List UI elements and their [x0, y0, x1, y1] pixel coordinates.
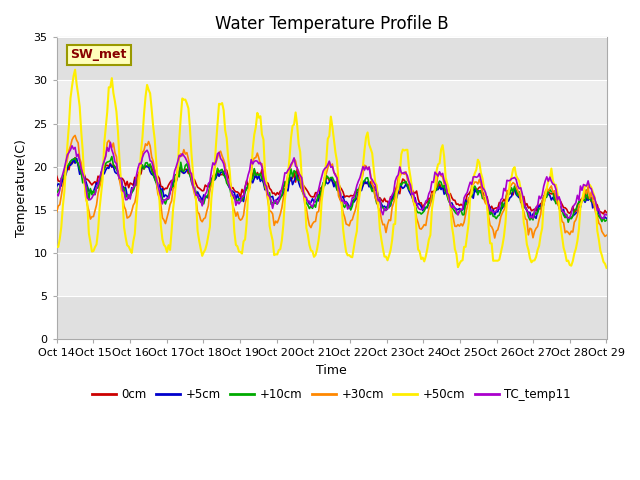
+5cm	[575, 204, 583, 209]
+50cm	[53, 244, 61, 250]
0cm	[573, 202, 581, 207]
X-axis label: Time: Time	[316, 363, 347, 377]
+30cm	[603, 232, 611, 238]
+5cm	[122, 185, 129, 191]
+5cm	[73, 156, 81, 161]
+50cm	[295, 141, 303, 147]
TC_temp11	[106, 140, 114, 145]
+30cm	[53, 209, 61, 215]
+10cm	[564, 219, 572, 225]
0cm	[603, 210, 611, 216]
Bar	[57, 81, 607, 123]
+5cm	[218, 169, 226, 175]
Line: 0cm: 0cm	[57, 158, 607, 214]
TC_temp11	[529, 216, 537, 221]
Y-axis label: Temperature(C): Temperature(C)	[15, 139, 28, 237]
TC_temp11	[53, 191, 61, 197]
TC_temp11	[122, 197, 129, 203]
+5cm	[246, 181, 253, 187]
TC_temp11	[246, 167, 253, 173]
TC_temp11	[603, 212, 611, 217]
TC_temp11	[575, 197, 583, 203]
0cm	[53, 173, 61, 179]
Line: +30cm: +30cm	[57, 135, 607, 238]
+10cm	[53, 190, 61, 195]
+50cm	[603, 265, 611, 271]
TC_temp11	[218, 157, 226, 163]
+5cm	[527, 216, 535, 221]
Bar	[57, 296, 607, 339]
+50cm	[218, 100, 226, 106]
+10cm	[575, 199, 583, 204]
TC_temp11	[295, 170, 303, 176]
+50cm	[122, 234, 129, 240]
+10cm	[108, 154, 116, 159]
+10cm	[237, 198, 244, 204]
TC_temp11	[237, 199, 244, 204]
Line: +50cm: +50cm	[57, 70, 607, 268]
0cm	[71, 155, 79, 161]
+10cm	[246, 180, 253, 186]
+30cm	[575, 203, 583, 208]
+5cm	[53, 183, 61, 189]
+10cm	[295, 177, 303, 183]
Text: SW_met: SW_met	[70, 48, 127, 61]
0cm	[246, 185, 253, 191]
Bar	[57, 123, 607, 167]
+50cm	[573, 238, 581, 244]
Line: TC_temp11: TC_temp11	[57, 143, 607, 218]
+50cm	[237, 249, 244, 255]
Bar	[57, 210, 607, 253]
0cm	[218, 172, 226, 178]
+5cm	[603, 216, 611, 221]
Bar	[57, 167, 607, 210]
+30cm	[237, 217, 244, 223]
Bar	[57, 37, 607, 81]
+10cm	[218, 167, 226, 172]
+10cm	[603, 217, 611, 223]
+30cm	[122, 207, 129, 213]
Bar	[57, 253, 607, 296]
Line: +5cm: +5cm	[57, 158, 607, 218]
0cm	[295, 173, 303, 179]
Legend: 0cm, +5cm, +10cm, +30cm, +50cm, TC_temp11: 0cm, +5cm, +10cm, +30cm, +50cm, TC_temp1…	[88, 383, 576, 406]
+30cm	[71, 132, 79, 138]
+50cm	[71, 67, 79, 72]
0cm	[122, 183, 129, 189]
+10cm	[122, 195, 129, 201]
+30cm	[491, 235, 499, 241]
+5cm	[237, 195, 244, 201]
+5cm	[295, 180, 303, 185]
Title: Water Temperature Profile B: Water Temperature Profile B	[215, 15, 449, 33]
+30cm	[295, 168, 303, 174]
+30cm	[218, 153, 226, 159]
+30cm	[246, 178, 253, 184]
0cm	[237, 194, 244, 200]
Line: +10cm: +10cm	[57, 156, 607, 222]
0cm	[600, 211, 607, 217]
+50cm	[246, 185, 253, 191]
